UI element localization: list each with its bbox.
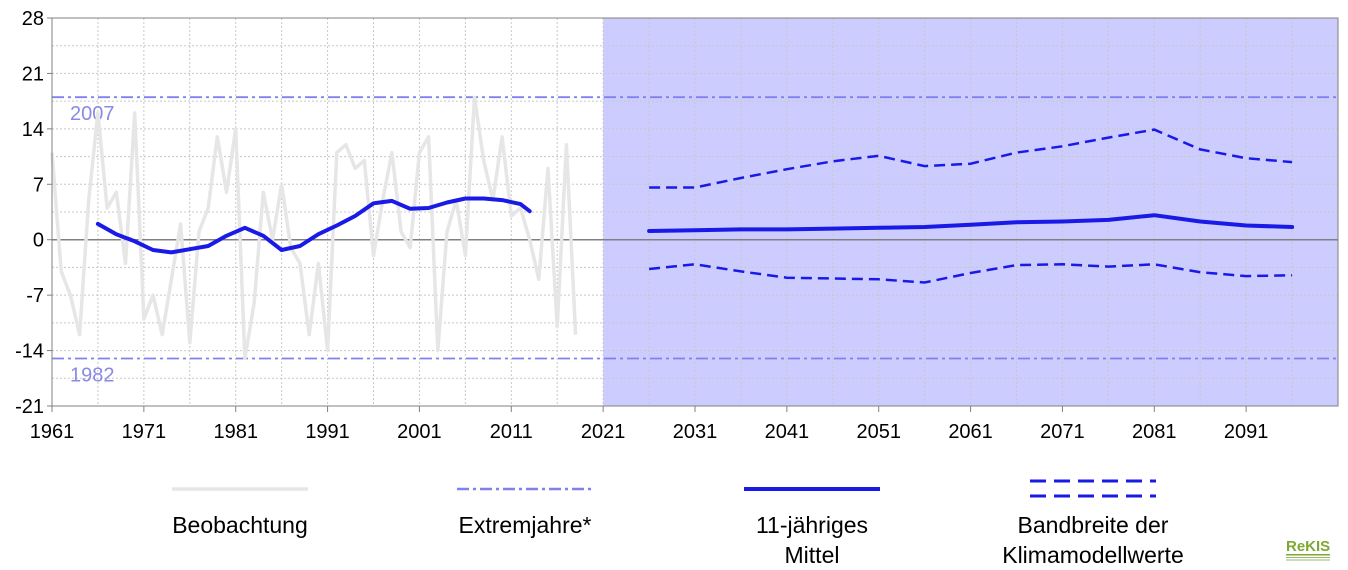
x-tick-label: 1981 [213, 421, 258, 443]
x-tick-label: 2041 [765, 421, 810, 443]
y-tick-label: -14 [15, 341, 44, 363]
x-tick-label: 2091 [1224, 421, 1269, 443]
y-tick-label: 28 [22, 8, 44, 30]
x-tick-label: 2011 [490, 421, 533, 443]
x-tick-label: 1961 [30, 421, 75, 443]
x-tick-label: 2021 [581, 421, 626, 443]
series-line-mean [95, 196, 532, 255]
legend-label: Bandbreite der [1018, 512, 1169, 538]
legend-label: Mittel [785, 542, 840, 568]
y-tick-label: -7 [26, 285, 44, 307]
logo-text: ReKIS [1286, 538, 1330, 555]
extreme-label: 2007 [70, 103, 115, 125]
series-lines [50, 95, 1295, 361]
series-line-observation [50, 95, 578, 361]
x-tick-label: 2071 [1040, 421, 1085, 443]
y-tick-label: 14 [22, 119, 44, 141]
y-tick-label: 0 [33, 230, 44, 252]
axes: 28 21 14 7 0 -7 -14 -21 1961 1971 1981 1991 2001 2011… [15, 8, 1339, 443]
x-tick-label: 1991 [305, 421, 350, 443]
x-tick-label: 2031 [673, 421, 718, 443]
legend-label: Klimamodellwerte [1002, 542, 1184, 568]
legend: Beobachtung Extremjahre* 11-jähriges Mittel… [172, 479, 1184, 568]
x-tick-label: 2001 [397, 421, 442, 443]
x-tick-label: 2061 [948, 421, 993, 443]
legend-label: Beobachtung [172, 512, 308, 538]
extreme-lines: 2007 1982 [52, 96, 1338, 386]
series-line-band [648, 263, 1293, 284]
legend-label: Extremjahre* [459, 512, 592, 538]
x-tick-label: 2051 [856, 421, 901, 443]
x-tick-label: 2081 [1132, 421, 1177, 443]
y-tick-label: 21 [22, 63, 44, 85]
x-tick-label: 1971 [122, 421, 167, 443]
y-tick-label: -21 [15, 396, 44, 418]
grid [52, 17, 1338, 407]
extreme-label: 1982 [70, 364, 115, 386]
legend-label: 11-jähriges [756, 512, 868, 538]
series-line-band [649, 128, 1293, 189]
y-tick-label: 7 [33, 174, 44, 196]
rekis-logo: ReKIS [1286, 538, 1330, 561]
series-line-mean [647, 213, 1295, 233]
